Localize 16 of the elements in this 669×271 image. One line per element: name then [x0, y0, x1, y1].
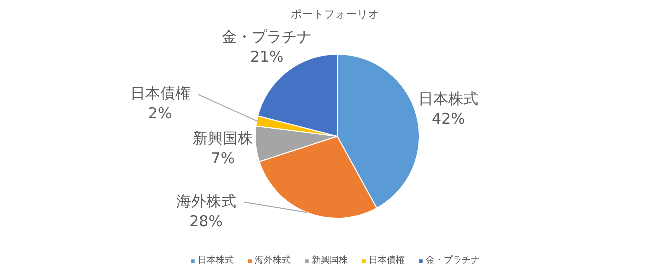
legend-label: 金・プラチナ: [426, 254, 480, 267]
slice-label: 日本債権: [130, 84, 190, 103]
slice-label: 新興国株: [193, 129, 254, 148]
data-label: 42%: [432, 110, 466, 128]
slice-label: 海外株式: [176, 192, 236, 210]
slice-label: 金・プラチナ: [222, 28, 312, 46]
legend-label: 海外株式: [255, 254, 291, 267]
data-label: 7%: [211, 149, 236, 168]
data-label: 21%: [250, 48, 284, 66]
chart-title: ポートフォーリオ: [291, 8, 379, 21]
legend-label: 日本株式: [198, 254, 234, 267]
slice-label: 日本株式: [418, 90, 479, 108]
legend-label: 新興国株: [312, 254, 348, 267]
legend-label: 日本債権: [369, 254, 405, 267]
data-label: 28%: [190, 212, 223, 230]
data-label: 2%: [148, 104, 172, 123]
